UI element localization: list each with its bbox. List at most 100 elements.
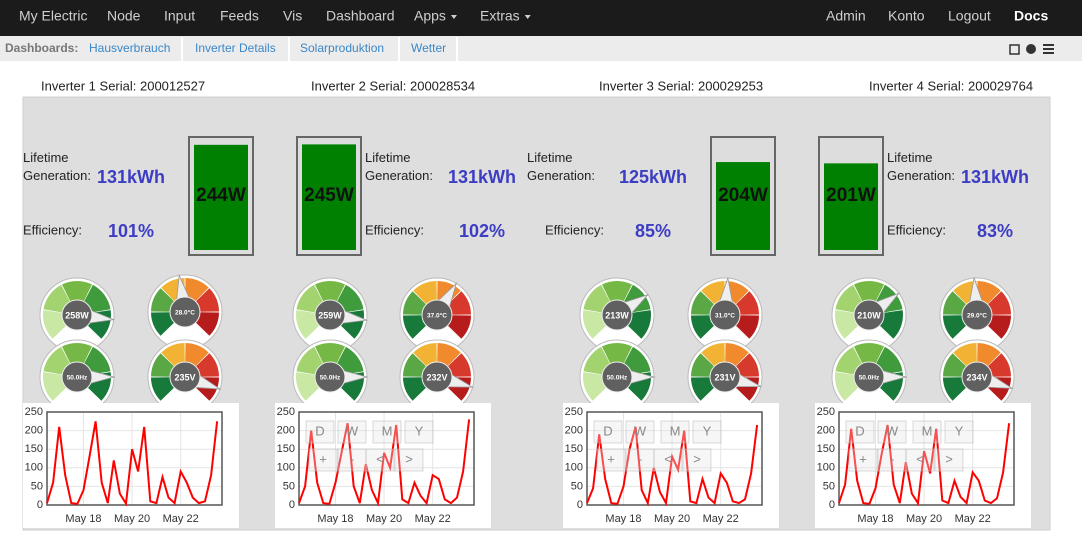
chart-control-label[interactable]: D	[603, 423, 612, 438]
dashboard-tab[interactable]: Wetter	[411, 41, 446, 55]
gauge-center	[853, 361, 885, 393]
chart-control[interactable]	[394, 448, 424, 472]
y-tick-label: 250	[817, 406, 835, 418]
x-tick-label: May 22	[703, 513, 739, 525]
chart-control-label[interactable]: -	[890, 451, 894, 466]
chart-control-label[interactable]: D	[855, 423, 864, 438]
chart-control-label[interactable]: Y	[703, 423, 712, 438]
lifetime-value: 131kWh	[97, 167, 165, 187]
chart-control-label[interactable]: W	[346, 423, 359, 438]
gauge-segment	[943, 377, 967, 401]
chart-control[interactable]	[308, 448, 338, 472]
edit-icon[interactable]	[1009, 44, 1020, 55]
chart-control-label[interactable]: >	[945, 451, 953, 466]
nav-item[interactable]: Node	[107, 8, 141, 24]
chart-control-label[interactable]: W	[886, 423, 899, 438]
nav-item[interactable]: Konto	[888, 8, 925, 24]
x-tick-label: May 18	[857, 513, 893, 525]
chart-control-label[interactable]: +	[859, 451, 867, 466]
chart-control[interactable]	[845, 420, 875, 444]
list-icon	[1043, 52, 1054, 54]
list-icon[interactable]	[1043, 44, 1054, 46]
dashboard-tab[interactable]: Solarproduktion	[300, 41, 384, 55]
gauge-segment	[296, 346, 324, 375]
nav-item[interactable]: My Electric	[19, 8, 87, 24]
chart-control[interactable]	[337, 420, 367, 444]
chart-control[interactable]	[660, 420, 690, 444]
chart-control[interactable]	[625, 420, 655, 444]
gauge-segment	[835, 346, 863, 375]
gauge-segment	[403, 377, 427, 401]
dashboard-tab[interactable]: Inverter Details	[195, 41, 276, 55]
nav-item[interactable]: Admin	[826, 8, 866, 24]
gauge-value: 231V	[714, 372, 735, 382]
chart-control-label[interactable]: +	[607, 451, 615, 466]
caret	[524, 15, 531, 19]
nav-item[interactable]: Vis	[283, 8, 302, 24]
gauge-value: 232V	[426, 372, 447, 382]
y-tick-label: 150	[25, 443, 43, 455]
nav-item[interactable]: Extras	[480, 8, 520, 24]
efficiency-value: 101%	[108, 221, 154, 241]
chart-control[interactable]	[912, 420, 942, 444]
nav-item[interactable]: Input	[164, 8, 195, 24]
chart-control[interactable]	[848, 448, 878, 472]
chart-control-label[interactable]: >	[405, 451, 413, 466]
gauge-segment	[83, 284, 111, 313]
nav-item[interactable]: Dashboard	[326, 8, 395, 24]
chart-control[interactable]	[944, 420, 974, 444]
gauge-value: 234V	[966, 372, 987, 382]
efficiency-label: Efficiency:	[365, 222, 424, 237]
gauge-segment	[987, 353, 1011, 377]
y-tick-label: 100	[817, 462, 835, 474]
nav-item[interactable]: Feeds	[220, 8, 259, 24]
chart-control[interactable]	[596, 448, 626, 472]
chart-control[interactable]	[934, 448, 964, 472]
gauge-value: 50.0Hz	[320, 375, 341, 382]
chart-control-label[interactable]: -	[638, 451, 642, 466]
gauge-value: 29.0°C	[967, 312, 987, 320]
x-tick-label: May 18	[65, 513, 101, 525]
nav-item[interactable]: Apps	[414, 8, 446, 24]
chart-control-label[interactable]: Y	[955, 423, 964, 438]
efficiency-label: Efficiency:	[887, 222, 946, 237]
lifetime-label: Lifetime Generation:	[23, 150, 91, 183]
toolbar-icons[interactable]	[1009, 44, 1054, 55]
chart-control[interactable]	[653, 448, 683, 472]
nav-item[interactable]: Docs	[1014, 8, 1048, 24]
chart-control-label[interactable]: <	[376, 451, 384, 466]
chart-control-label[interactable]: >	[693, 451, 701, 466]
chart-control-label[interactable]: -	[350, 451, 354, 466]
serial-label: Inverter 4 Serial: 200029764	[869, 78, 1033, 93]
chart-control-label[interactable]: D	[315, 423, 324, 438]
gauge-segment	[185, 343, 209, 367]
chart-control[interactable]	[365, 448, 395, 472]
chart-control-label[interactable]: M	[922, 423, 933, 438]
chart-control[interactable]	[905, 448, 935, 472]
chart-control[interactable]	[404, 420, 434, 444]
gauge-segment	[601, 343, 633, 364]
power-fill	[716, 162, 770, 250]
y-tick-label: 100	[277, 462, 295, 474]
chart-control[interactable]	[305, 420, 335, 444]
chart-control[interactable]	[372, 420, 402, 444]
y-tick-label: 200	[817, 425, 835, 437]
chart-control[interactable]	[692, 420, 722, 444]
chart-control-label[interactable]: <	[916, 451, 924, 466]
gauge-segment	[725, 343, 749, 367]
chart-control-label[interactable]: Y	[415, 423, 424, 438]
chart-control[interactable]	[877, 420, 907, 444]
chart-control-label[interactable]: W	[634, 423, 647, 438]
chart-control-label[interactable]: M	[670, 423, 681, 438]
gauge-segment	[413, 281, 437, 305]
add-icon[interactable]	[1026, 44, 1036, 54]
chart-control-label[interactable]: +	[319, 451, 327, 466]
power-fill	[824, 163, 878, 250]
chart-control-label[interactable]: M	[382, 423, 393, 438]
chart-control[interactable]	[682, 448, 712, 472]
nav-item[interactable]: Logout	[948, 8, 991, 24]
chart-control-label[interactable]: <	[664, 451, 672, 466]
gauge-segment	[701, 343, 725, 367]
chart-control[interactable]	[593, 420, 623, 444]
dashboard-tab[interactable]: Hausverbrauch	[89, 41, 170, 55]
